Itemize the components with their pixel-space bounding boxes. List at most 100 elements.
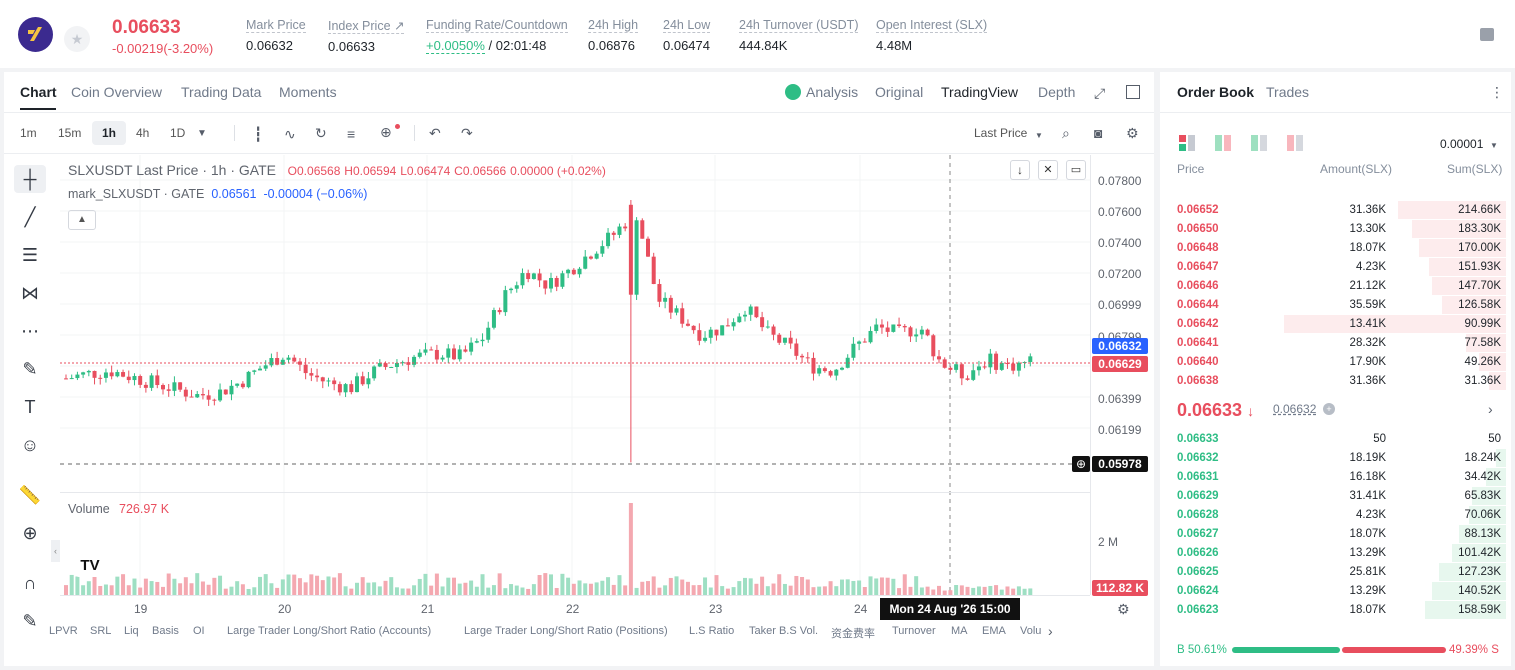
indicator-srl[interactable]: SRL — [90, 625, 111, 637]
scroll-down-icon[interactable]: ↓ — [1010, 160, 1030, 180]
ask-row[interactable]: 0.06640 17.90K 49.26K — [1170, 353, 1506, 371]
bid-row[interactable]: 0.06623 18.07K 158.59K — [1170, 601, 1506, 619]
indicator-basis[interactable]: Basis — [152, 625, 179, 637]
tab-trading-data[interactable]: Trading Data — [181, 84, 261, 100]
layout-both-icon[interactable] — [1179, 135, 1195, 151]
volume-bar — [132, 579, 136, 595]
bid-row[interactable]: 0.06624 13.29K 140.52K — [1170, 582, 1506, 600]
tab-trades[interactable]: Trades — [1266, 84, 1309, 100]
layout-bids-icon[interactable] — [1251, 135, 1267, 151]
tab-chart[interactable]: Chart — [20, 84, 57, 100]
redo-icon[interactable]: ↷ — [461, 125, 473, 141]
timeframe-1d[interactable]: 1D — [170, 126, 185, 140]
trendline-tool-icon[interactable]: ╱ — [14, 203, 46, 231]
volume-bar — [675, 576, 679, 595]
chevron-down-icon[interactable]: ▼ — [1490, 138, 1498, 154]
tab-coin-overview[interactable]: Coin Overview — [71, 84, 162, 100]
chevron-right-icon[interactable]: › — [1488, 401, 1493, 417]
window-icon[interactable] — [1126, 85, 1140, 99]
ask-row[interactable]: 0.06652 31.36K 214.66K — [1170, 201, 1506, 219]
tab-depth[interactable]: Depth — [1038, 84, 1075, 100]
ask-row[interactable]: 0.06646 21.12K 147.70K — [1170, 277, 1506, 295]
search-icon[interactable]: ⌕ — [1062, 125, 1070, 141]
chevron-down-icon[interactable]: ▼ — [1035, 128, 1043, 144]
settings-gear-icon[interactable]: ⚙ — [1117, 601, 1130, 617]
fib-tool-icon[interactable]: ☰ — [14, 241, 46, 269]
bid-row[interactable]: 0.06629 31.41K 65.83K — [1170, 487, 1506, 505]
precision-select[interactable]: 0.00001 — [1440, 137, 1483, 151]
bid-row[interactable]: 0.06626 13.29K 101.42K — [1170, 544, 1506, 562]
candle-body — [418, 353, 422, 357]
bid-row[interactable]: 0.06628 4.23K 70.06K — [1170, 506, 1506, 524]
candle-type-icon[interactable]: ┇ — [254, 126, 262, 142]
refresh-icon[interactable]: ↻ — [315, 125, 327, 141]
indicator-icon[interactable]: ∿ — [284, 126, 296, 142]
magnet-tool-icon[interactable]: ∩ — [14, 569, 46, 597]
fullscreen-icon[interactable]: ⤢ — [1094, 85, 1105, 101]
text-tool-icon[interactable]: T — [14, 393, 46, 421]
collapse-sidebar-button[interactable]: ‹ — [51, 540, 60, 562]
brush-tool-icon[interactable]: ✎ — [14, 355, 46, 383]
stat-index-price[interactable]: Index Price ↗ 0.06633 — [328, 18, 404, 54]
camera-icon[interactable]: ◙ — [1094, 125, 1102, 141]
indicator-liq[interactable]: Liq — [124, 625, 139, 637]
tab-analysis[interactable]: Analysis — [806, 84, 858, 100]
emoji-tool-icon[interactable]: ☺ — [14, 431, 46, 459]
gear-icon[interactable]: ⚙ — [1126, 125, 1139, 141]
tab-order-book[interactable]: Order Book — [1177, 84, 1254, 100]
template-icon[interactable]: ≡ — [347, 126, 355, 142]
timeframe-4h[interactable]: 4h — [136, 126, 149, 140]
add-indicator-icon[interactable]: ⊕ — [380, 124, 392, 140]
indicator-ltlsr-accounts[interactable]: Large Trader Long/Short Ratio (Accounts) — [227, 625, 431, 637]
bid-row[interactable]: 0.06633 50 50 — [1170, 430, 1506, 448]
indicator-ls-ratio[interactable]: L.S Ratio — [689, 625, 734, 637]
tab-moments[interactable]: Moments — [279, 84, 337, 100]
zoom-tool-icon[interactable]: ⊕ — [14, 519, 46, 547]
info-icon[interactable]: + — [1323, 403, 1335, 415]
bid-row[interactable]: 0.06625 25.81K 127.23K — [1170, 563, 1506, 581]
indicator-lpvr[interactable]: LPVR — [49, 625, 78, 637]
indicator-volume[interactable]: Volu — [1020, 625, 1041, 637]
ask-row[interactable]: 0.06644 35.59K 126.58K — [1170, 296, 1506, 314]
collapse-icon[interactable]: ✕ — [1038, 160, 1058, 180]
favorite-star-icon[interactable]: ★ — [64, 26, 90, 52]
ask-row[interactable]: 0.06642 13.41K 90.99K — [1170, 315, 1506, 333]
ask-row[interactable]: 0.06648 18.07K 170.00K — [1170, 239, 1506, 257]
indicator-ltlsr-positions[interactable]: Large Trader Long/Short Ratio (Positions… — [464, 625, 668, 637]
collapse-legend-button[interactable]: ▲ — [68, 210, 96, 230]
maximize-pane-icon[interactable]: ▭ — [1066, 160, 1086, 180]
tab-original[interactable]: Original — [875, 84, 923, 100]
chevron-right-icon[interactable]: › — [1048, 623, 1053, 639]
timeframe-15m[interactable]: 15m — [58, 126, 81, 140]
indicator-oi[interactable]: OI — [193, 625, 205, 637]
bid-row[interactable]: 0.06627 18.07K 88.13K — [1170, 525, 1506, 543]
price-type-select[interactable]: Last Price — [974, 126, 1027, 140]
layout-asks-icon[interactable] — [1287, 135, 1303, 151]
undo-icon[interactable]: ↶ — [429, 125, 441, 141]
bid-row[interactable]: 0.06631 16.18K 34.42K — [1170, 468, 1506, 486]
indicator-funding-rate[interactable]: 资金费率 — [831, 625, 875, 641]
add-alert-icon[interactable]: ⊕ — [1072, 456, 1090, 472]
candlestick-chart[interactable] — [60, 155, 1090, 595]
measure-lines-icon[interactable]: ⋯ — [14, 317, 46, 345]
layout-split-icon[interactable] — [1215, 135, 1231, 151]
pattern-tool-icon[interactable]: ⋈ — [14, 279, 46, 307]
ruler-tool-icon[interactable]: 📏 — [14, 481, 46, 509]
book-icon[interactable] — [1480, 28, 1494, 41]
bid-row[interactable]: 0.06632 18.19K 18.24K — [1170, 449, 1506, 467]
timeframe-1h[interactable]: 1h — [102, 126, 116, 140]
timeframe-1m[interactable]: 1m — [20, 126, 37, 140]
more-vertical-icon[interactable]: ⋮ — [1490, 84, 1504, 100]
lock-tool-icon[interactable]: ✎ — [14, 607, 46, 635]
ask-row[interactable]: 0.06638 31.36K 31.36K — [1170, 372, 1506, 390]
indicator-ma[interactable]: MA — [951, 625, 968, 637]
indicator-turnover[interactable]: Turnover — [892, 625, 936, 637]
tab-tradingview[interactable]: TradingView — [941, 84, 1018, 100]
crosshair-tool-icon[interactable]: ┼ — [14, 165, 46, 193]
ask-row[interactable]: 0.06650 13.30K 183.30K — [1170, 220, 1506, 238]
chevron-down-icon[interactable]: ▼ — [197, 126, 207, 142]
ask-row[interactable]: 0.06647 4.23K 151.93K — [1170, 258, 1506, 276]
indicator-taker-vol[interactable]: Taker B.S Vol. — [749, 625, 818, 637]
indicator-ema[interactable]: EMA — [982, 625, 1006, 637]
ask-row[interactable]: 0.06641 28.32K 77.58K — [1170, 334, 1506, 352]
